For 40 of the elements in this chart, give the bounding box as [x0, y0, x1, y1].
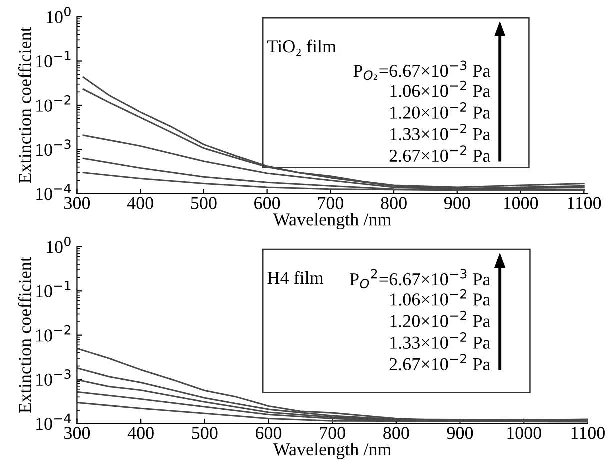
annotation: 1.06×10$^{−2}$ Pa: [390, 289, 491, 306]
x-tick-label: 600: [256, 427, 282, 440]
annotation: 2.67×10$^{−2}$ Pa: [390, 354, 491, 371]
x-tick-label: 700: [320, 427, 346, 440]
y-axis-title: Extinction coefficient: [18, 257, 32, 414]
y-tick-label: 10$^{−3}$: [36, 140, 71, 156]
y-tick-label: 10$^{−1}$: [36, 51, 71, 68]
x-tick-label: 1000: [504, 197, 538, 210]
y-axis-title: Extinction coefficient: [18, 27, 32, 184]
x-axis-title: Wavelength /nm: [273, 213, 392, 230]
annotation: P$_{O₂}$=6.67×10$^{−3}$ Pa: [354, 60, 490, 80]
x-tick-label: 800: [381, 197, 407, 210]
annotation: P$_{O}$$^{2}$=6.67×10$^{−3}$ Pa: [350, 269, 491, 289]
x-tick-label: 500: [191, 197, 217, 210]
x-tick-label: 500: [192, 427, 218, 440]
x-tick-label: 1100: [568, 197, 602, 210]
x-axis-title: Wavelength /nm: [273, 442, 392, 460]
y-tick-label: 10$^{−3}$: [36, 370, 71, 386]
x-tick-label: 700: [318, 197, 344, 210]
annotation: 1.20×10$^{−2}$ Pa: [390, 310, 491, 328]
y-tick-label: 10$^{−2}$: [36, 95, 71, 112]
y-tick-label: 10$^{−2}$: [36, 325, 71, 342]
annotation: 1.33×10$^{−2}$ Pa: [390, 124, 491, 141]
annotation: 1.20×10$^{−2}$ Pa: [390, 102, 491, 119]
y-tick-label: 10$^{−1}$: [36, 281, 71, 298]
x-tick-label: 400: [127, 197, 154, 210]
annotation: TiO₂ film: [268, 40, 336, 56]
x-tick-label: 900: [447, 427, 474, 440]
x-tick-label: 1000: [508, 427, 542, 440]
x-tick-label: 1100: [572, 427, 605, 440]
annotation: H4 film: [268, 271, 324, 284]
x-tick-label: 900: [444, 197, 470, 210]
y-tick-label: 10$^{0}$: [47, 6, 71, 24]
annotation: 1.33×10$^{−2}$ Pa: [390, 332, 491, 350]
x-tick-label: 600: [254, 197, 280, 210]
y-tick-label: 10$^{0}$: [47, 236, 71, 254]
annotation: 2.67×10$^{−2}$ Pa: [390, 146, 491, 162]
annotation: 1.06×10$^{−2}$ Pa: [390, 80, 491, 98]
x-tick-label: 800: [384, 427, 410, 440]
x-tick-label: 400: [128, 427, 154, 440]
